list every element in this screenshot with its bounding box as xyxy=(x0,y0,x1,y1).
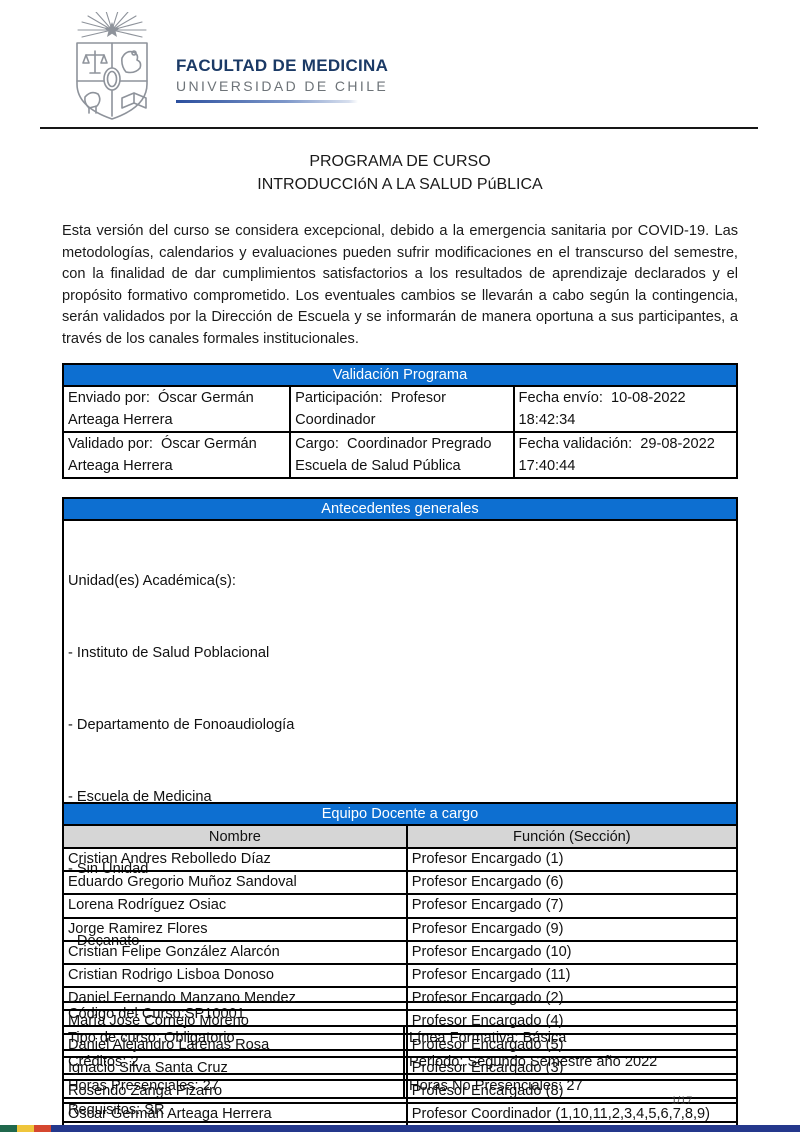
docente-nombre: Rosendo Zanga Pizarro xyxy=(62,1078,408,1105)
docente-nombre: Cristian Felipe González Alarcón xyxy=(62,939,408,965)
enviado-por-cell: Enviado por: Óscar Germán Arteaga Herrer… xyxy=(61,385,292,433)
docente-funcion: Profesor Encargado (2) xyxy=(405,986,739,1012)
table-row: Validado por: Óscar Germán Arteaga Herre… xyxy=(61,431,739,479)
logo-underline xyxy=(176,100,358,103)
unidad-item: - Escuela de Medicina xyxy=(68,789,212,805)
docente-funcion: Profesor Encargado (8) xyxy=(405,1078,739,1105)
title-line-2: INTRODUCCIóN A LA SALUD PúBLICA xyxy=(257,176,543,193)
table-header-row: Validación Programa xyxy=(62,363,738,387)
docente-funcion: Profesor Encargado (6) xyxy=(405,870,739,896)
docente-funcion: Profesor Encargado (1) xyxy=(405,846,739,873)
table-row: Jorge Ramirez Flores Profesor Encargado … xyxy=(62,916,739,942)
fecha-validacion-cell: Fecha validación: 29-08-2022 17:40:44 xyxy=(512,431,739,479)
participacion-cell: Participación: Profesor Coordinador xyxy=(289,385,515,433)
header-logo: FACULTAD DE MEDICINA UNIVERSIDAD DE CHIL… xyxy=(62,12,388,122)
docente-funcion: Profesor Encargado (5) xyxy=(405,1032,739,1058)
antecedentes-table-title: Antecedentes generales xyxy=(62,497,738,521)
docente-funcion: Profesor Encargado (9) xyxy=(405,916,739,942)
docente-funcion: Profesor Encargado (11) xyxy=(405,962,739,989)
column-header-nombre: Nombre xyxy=(62,824,408,849)
unidades-label: Unidad(es) Académica(s): xyxy=(68,573,236,589)
table-header-row: Antecedentes generales xyxy=(62,497,738,521)
docente-nombre: Daniel Fernando Manzano Mendez xyxy=(62,986,408,1012)
table-header-row: Equipo Docente a cargo xyxy=(62,802,738,826)
intro-paragraph: Esta versión del curso se considera exce… xyxy=(62,223,738,347)
docente-nombre: Óscar Germán Arteaga Herrera xyxy=(62,1102,408,1128)
table-row: Cristian Andres Rebolledo Díaz Profesor … xyxy=(62,846,739,873)
docente-nombre: María José Cornejo Moreno xyxy=(62,1009,408,1035)
table-row: Daniel Fernando Manzano Mendez Profesor … xyxy=(62,986,739,1012)
title-line-1: PROGRAMA DE CURSO xyxy=(309,153,491,170)
fecha-envio-cell: Fecha envío: 10-08-2022 18:42:34 xyxy=(512,385,739,433)
table-row: Lorena Rodríguez Osiac Profesor Encargad… xyxy=(62,893,739,919)
table-row: Óscar Germán Arteaga Herrera Profesor Co… xyxy=(62,1102,739,1128)
page-number: 1/17 xyxy=(671,1095,693,1107)
column-header-funcion: Función (Sección) xyxy=(405,824,739,849)
document-title: PROGRAMA DE CURSO INTRODUCCIóN A LA SALU… xyxy=(0,150,800,196)
footer-red-block xyxy=(34,1125,51,1132)
docente-nombre: Ignacio Silva Santa Cruz xyxy=(62,1055,408,1081)
validacion-programa-table: Validación Programa Enviado por: Óscar G… xyxy=(61,363,739,479)
table-row: Rosendo Zanga Pizarro Profesor Encargado… xyxy=(62,1078,739,1105)
docente-nombre: Cristian Andres Rebolledo Díaz xyxy=(62,846,408,873)
footer-green-block xyxy=(0,1125,17,1132)
docente-nombre: Jorge Ramirez Flores xyxy=(62,916,408,942)
unidad-item: - Departamento de Fonoaudiología xyxy=(68,717,295,733)
table-row: Cristian Felipe González Alarcón Profeso… xyxy=(62,939,739,965)
table-row: Ignacio Silva Santa Cruz Profesor Encarg… xyxy=(62,1055,739,1081)
validacion-table-title: Validación Programa xyxy=(62,363,738,387)
docente-nombre: Cristian Rodrigo Lisboa Donoso xyxy=(62,962,408,989)
table-subheader-row: Nombre Función (Sección) xyxy=(62,824,739,849)
table-row: Enviado por: Óscar Germán Arteaga Herrer… xyxy=(61,385,739,433)
unidad-item: - Instituto de Salud Poblacional xyxy=(68,645,270,661)
table-row: María José Cornejo Moreno Profesor Encar… xyxy=(62,1009,739,1035)
cargo-cell: Cargo: Coordinador Pregrado Escuela de S… xyxy=(289,431,515,479)
docente-nombre: Lorena Rodríguez Osiac xyxy=(62,893,408,919)
header-divider xyxy=(40,127,758,129)
docente-funcion: Profesor Encargado (4) xyxy=(405,1009,739,1035)
footer-strip xyxy=(0,1125,800,1132)
logo-text: FACULTAD DE MEDICINA UNIVERSIDAD DE CHIL… xyxy=(176,56,388,103)
docente-funcion: Profesor Encargado (10) xyxy=(405,939,739,965)
table-row: Cristian Rodrigo Lisboa Donoso Profesor … xyxy=(62,962,739,989)
docente-nombre: Daniel Alejandro Larenas Rosa xyxy=(62,1032,408,1058)
equipo-docente-table: Equipo Docente a cargo Nombre Función (S… xyxy=(62,802,739,1128)
footer-yellow-block xyxy=(17,1125,34,1132)
university-crest-icon xyxy=(62,12,162,122)
validado-por-cell: Validado por: Óscar Germán Arteaga Herre… xyxy=(61,431,292,479)
table-row: Eduardo Gregorio Muñoz Sandoval Profesor… xyxy=(62,870,739,896)
logo-faculty-name: FACULTAD DE MEDICINA xyxy=(176,56,389,75)
logo-university-name: UNIVERSIDAD DE CHILE xyxy=(176,78,389,94)
equipo-table-title: Equipo Docente a cargo xyxy=(62,802,738,826)
docente-funcion: Profesor Encargado (7) xyxy=(405,893,739,919)
table-row: Daniel Alejandro Larenas Rosa Profesor E… xyxy=(62,1032,739,1058)
docente-nombre: Eduardo Gregorio Muñoz Sandoval xyxy=(62,870,408,896)
footer-blue-bar xyxy=(51,1125,800,1132)
docente-funcion: Profesor Encargado (3) xyxy=(405,1055,739,1081)
